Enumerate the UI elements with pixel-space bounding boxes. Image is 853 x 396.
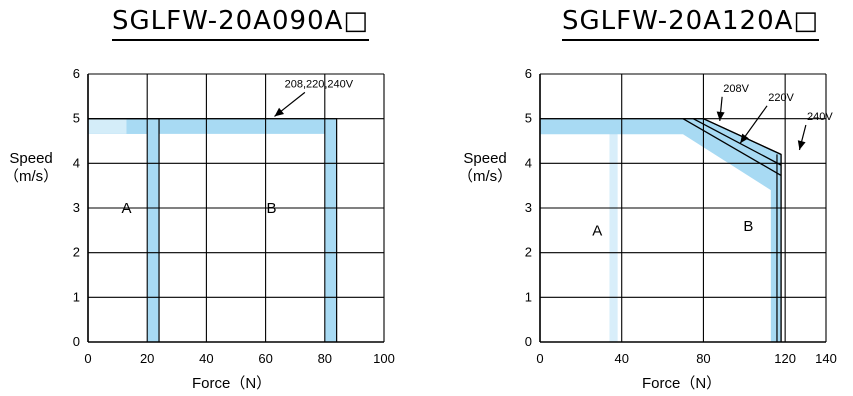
voltage-line-220V — [692, 118, 782, 166]
y-tick-label: 6 — [525, 66, 532, 81]
y-tick-label: 5 — [73, 111, 80, 126]
band-outer-edge — [88, 118, 160, 342]
y-tick-label: 6 — [73, 66, 80, 81]
limit-band-0 — [88, 118, 337, 343]
x-tick-label: 40 — [614, 351, 628, 366]
x-tick-label: 100 — [373, 351, 395, 366]
x-axis-label: Force（N） — [642, 375, 722, 392]
y-axis-label: Speed （m/s） — [4, 150, 58, 186]
x-tick-label: 0 — [84, 351, 91, 366]
x-tick-label: 0 — [536, 351, 543, 366]
voltage-line-208V — [682, 118, 782, 176]
y-axis-label-line-2: （m/s） — [458, 168, 513, 185]
speed-force-chart-left: 0 20 40 60 80 100 0 1 2 3 4 5 6 A B 208,220,240V — [73, 66, 395, 366]
y-axis-label-line-1: Speed — [463, 150, 507, 167]
annotation-arrow-head — [740, 133, 749, 144]
y-tick-label: 0 — [525, 334, 532, 349]
voltage-annotation: 208,220,240V — [285, 78, 354, 90]
chart-title: SGLFW-20A120A□ — [562, 6, 819, 41]
voltage-annotation: 220V — [768, 92, 794, 104]
y-axis-label: Speed （m/s） — [458, 150, 512, 186]
x-tick-label: 80 — [318, 351, 332, 366]
y-tick-label: 4 — [73, 155, 80, 170]
band-outer-edge — [88, 118, 338, 342]
annotation-arrow-head — [797, 140, 806, 150]
y-tick-label: 1 — [73, 289, 80, 304]
chart-panel-left: SGLFW-20A090A□ 0 20 40 60 80 100 0 1 2 3 4 5 6 A B 208,… — [0, 0, 420, 396]
region-label-A: A — [592, 222, 602, 239]
y-tick-label: 4 — [525, 155, 532, 170]
y-tick-label: 3 — [525, 200, 532, 215]
voltage-annotation: 240V — [807, 111, 833, 123]
annotation-arrow-head — [716, 111, 725, 121]
voltage-annotation: 208V — [723, 83, 749, 95]
x-tick-label: 60 — [258, 351, 272, 366]
y-axis-label-line-2: （m/s） — [4, 168, 59, 185]
x-tick-label: 40 — [199, 351, 213, 366]
y-tick-label: 3 — [73, 200, 80, 215]
band-fade — [88, 118, 127, 134]
region-label-A: A — [121, 200, 131, 217]
x-axis-label: Force（N） — [192, 375, 272, 392]
y-tick-label: 2 — [525, 245, 532, 260]
y-tick-label: 2 — [73, 245, 80, 260]
y-tick-label: 0 — [73, 334, 80, 349]
chart-title: SGLFW-20A090A□ — [112, 6, 369, 41]
chart-panel-right: SGLFW-20A120A□ 0 40 80 120 140 0 1 2 3 4 5 6 A B 208V 2… — [420, 0, 853, 396]
x-tick-label: 80 — [696, 351, 710, 366]
x-tick-label: 140 — [815, 351, 837, 366]
limit-band-1 — [88, 118, 160, 343]
speed-force-chart-right: 0 40 80 120 140 0 1 2 3 4 5 6 A B 208V 220V 240V — [525, 66, 837, 366]
annotation-arrow-head — [274, 107, 285, 117]
x-tick-label: 20 — [140, 351, 154, 366]
limit-band-1 — [540, 118, 618, 343]
y-tick-label: 1 — [525, 289, 532, 304]
x-tick-label: 120 — [774, 351, 796, 366]
y-tick-label: 5 — [525, 111, 532, 126]
region-label-B: B — [743, 218, 753, 235]
region-label-B: B — [267, 200, 277, 217]
y-axis-label-line-1: Speed — [9, 150, 53, 167]
